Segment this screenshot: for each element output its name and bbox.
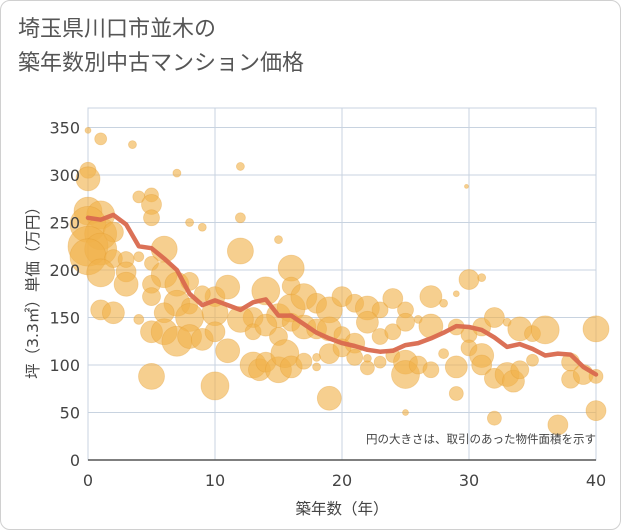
data-bubble <box>193 285 211 303</box>
trend-line <box>85 212 599 377</box>
y-axis-label: 坪（3.3㎡）単価（万円） <box>24 199 42 379</box>
data-bubble <box>133 251 145 263</box>
data-bubble <box>382 288 404 309</box>
data-bubble <box>102 301 125 325</box>
data-bubble <box>138 362 165 390</box>
data-bubble <box>128 140 137 150</box>
y-tick-label: 150 <box>49 309 80 328</box>
data-bubble <box>371 301 389 319</box>
data-bubble <box>458 269 480 290</box>
x-tick-label: 10 <box>205 471 225 490</box>
data-bubble <box>355 310 379 334</box>
data-bubble <box>226 305 254 333</box>
data-bubble <box>452 290 460 298</box>
data-bubble <box>585 400 607 422</box>
data-bubble <box>94 132 108 146</box>
y-tick-label: 50 <box>60 404 80 423</box>
data-bubble <box>486 410 502 426</box>
data-bubble <box>464 183 469 189</box>
data-bubble <box>254 313 278 337</box>
data-bubble <box>448 386 464 401</box>
data-bubble <box>402 409 409 416</box>
data-bubble <box>547 414 569 436</box>
data-bubble <box>143 209 160 227</box>
x-tick-label: 0 <box>83 471 93 490</box>
data-bubble <box>471 354 493 376</box>
data-bubble <box>84 126 92 134</box>
data-bubble <box>215 274 241 300</box>
data-bubble <box>438 348 450 360</box>
data-bubble <box>142 287 161 307</box>
chart-title: 埼玉県川口市並木の 築年数別中古マンション価格 <box>18 13 304 81</box>
chart-title-line-2: 築年数別中古マンション価格 <box>18 51 305 76</box>
data-bubble <box>422 361 440 379</box>
data-bubble <box>346 348 364 366</box>
data-bubble <box>86 258 116 288</box>
x-tick-label: 40 <box>586 471 606 490</box>
y-tick-label: 300 <box>49 166 80 185</box>
x-tick-label: 30 <box>459 471 479 490</box>
data-bubble <box>384 323 402 341</box>
data-bubble <box>185 218 195 227</box>
y-tick-label: 0 <box>70 451 80 470</box>
data-bubble <box>396 312 415 332</box>
size-annotation: 円の大きさは、取引のあった物件面積を示す <box>366 432 596 446</box>
data-bubble <box>215 338 241 364</box>
trend-layer <box>85 212 599 377</box>
y-tick-label: 100 <box>49 356 80 375</box>
x-axis-label: 築年数（年） <box>295 500 388 518</box>
data-bubble <box>172 168 182 178</box>
data-bubble <box>316 385 342 411</box>
axis-layer: 0 50 100 150 200 250 300 350 0 10 20 30 40 <box>49 119 606 491</box>
data-bubble <box>359 360 375 376</box>
data-bubble <box>204 321 226 343</box>
data-bubble <box>234 212 246 224</box>
data-bubble <box>235 162 245 171</box>
data-bubble <box>483 307 505 328</box>
y-tick-label: 200 <box>49 261 80 280</box>
data-bubble <box>510 360 530 380</box>
data-bubble <box>197 222 207 232</box>
data-bubble <box>113 271 139 297</box>
data-bubble <box>295 352 313 370</box>
data-bubble <box>526 353 539 367</box>
data-bubble <box>582 315 610 343</box>
y-tick-label: 250 <box>49 214 80 233</box>
chart-title-line-1: 埼玉県川口市並木の <box>18 17 217 42</box>
data-bubble <box>439 298 449 308</box>
data-bubble <box>312 362 322 372</box>
data-bubble <box>530 315 560 345</box>
data-bubble <box>200 371 230 401</box>
data-bubble <box>373 355 387 369</box>
x-tick-label: 20 <box>332 471 352 490</box>
data-bubble <box>274 235 283 245</box>
data-bubble <box>133 313 145 325</box>
data-bubble <box>251 276 281 306</box>
data-bubble <box>477 273 487 283</box>
y-tick-label: 350 <box>49 119 80 138</box>
data-bubble <box>419 285 443 309</box>
data-bubble <box>444 355 468 379</box>
data-bubble <box>226 237 254 265</box>
data-bubble <box>75 166 101 192</box>
